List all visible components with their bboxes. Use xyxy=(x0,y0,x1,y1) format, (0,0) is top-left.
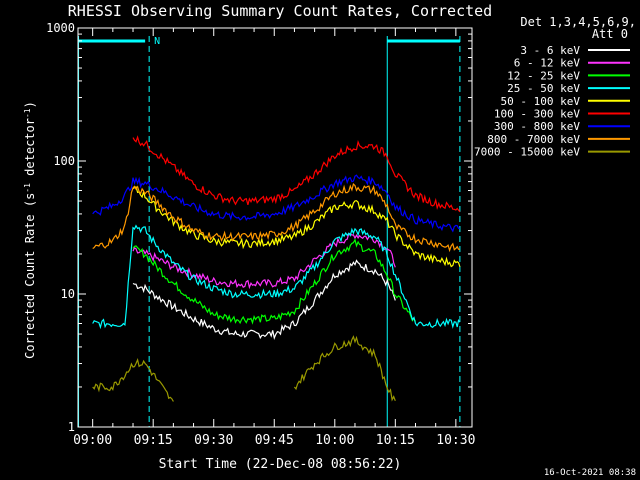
x-tick-label-6: 10:30 xyxy=(436,433,475,448)
legend-header-line-2: Att 0 xyxy=(592,27,628,41)
legend-label-5: 100 - 300 keV xyxy=(494,108,580,121)
legend-label-6: 300 - 800 keV xyxy=(494,120,580,133)
legend-label-3: 25 - 50 keV xyxy=(507,82,580,95)
y-tick-label-3: 1000 xyxy=(46,21,75,35)
x-tick-label-0: 09:00 xyxy=(73,433,112,448)
y-tick-label-0: 1 xyxy=(68,420,75,434)
x-tick-label-2: 09:30 xyxy=(194,433,233,448)
y-tick-label-1: 10 xyxy=(61,287,75,301)
legend-label-4: 50 - 100 keV xyxy=(501,95,581,108)
legend-label-2: 12 - 25 keV xyxy=(507,69,580,82)
footer-date: 16-Oct-2021 08:38 xyxy=(544,468,636,478)
x-tick-label-4: 10:00 xyxy=(315,433,354,448)
cyan-band-label: N xyxy=(154,36,160,47)
chart-title: RHESSI Observing Summary Count Rates, Co… xyxy=(68,2,492,20)
legend-label-1: 6 - 12 keV xyxy=(514,57,581,70)
legend-label-8: 7000 - 15000 keV xyxy=(474,146,580,159)
legend-label-7: 800 - 7000 keV xyxy=(487,133,580,146)
y-axis-label: Corrected Count Rate (s-1 detector-1) xyxy=(23,101,38,359)
x-tick-label-3: 09:45 xyxy=(255,433,294,448)
x-axis-label: Start Time (22-Dec-08 08:56:22) xyxy=(159,457,402,472)
legend-label-0: 3 - 6 keV xyxy=(520,44,580,57)
x-tick-label-5: 10:15 xyxy=(376,433,415,448)
y-tick-label-2: 100 xyxy=(53,154,75,168)
x-tick-label-1: 09:15 xyxy=(134,433,173,448)
